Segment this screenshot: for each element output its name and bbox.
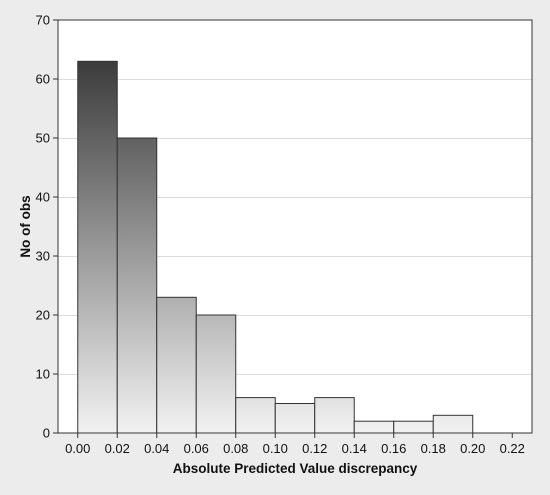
bars (77, 60, 474, 434)
y-tick-label: 60 (36, 72, 50, 87)
x-axis-title: Absolute Predicted Value discrepancy (173, 461, 418, 476)
x-tick-label: 0.04 (144, 441, 169, 456)
histogram-bar (274, 403, 316, 434)
histogram-bar (116, 137, 158, 434)
y-tick-label: 40 (36, 190, 50, 205)
y-tick-label: 20 (36, 308, 50, 323)
y-tick-label: 30 (36, 249, 50, 264)
histogram-bar (156, 296, 197, 434)
y-tick-label: 50 (36, 131, 50, 146)
y-axis-ticks: 0 10 20 30 40 50 60 70 (36, 13, 58, 441)
histogram-bar (353, 420, 395, 434)
histogram-bar (77, 60, 118, 434)
plot-border (57, 19, 533, 434)
x-tick-label: 0.22 (500, 441, 525, 456)
y-tick-label: 0 (43, 426, 50, 441)
x-tick-label: 0.18 (421, 441, 446, 456)
x-tick-label: 0.06 (184, 441, 209, 456)
histogram-bar (314, 397, 355, 434)
x-tick-label: 0.20 (460, 441, 485, 456)
histogram-bar (235, 397, 276, 434)
x-tick-label: 0.14 (342, 441, 367, 456)
y-axis-title: No of obs (18, 195, 33, 257)
y-tick-label: 10 (36, 367, 50, 382)
histogram-bar (432, 414, 474, 434)
x-axis-ticks: 0.00 0.02 0.04 0.06 0.08 0.10 0.12 0.14 0.16 0.18… (65, 433, 525, 456)
x-tick-label: 0.12 (302, 441, 327, 456)
y-tick-label: 70 (36, 13, 50, 28)
x-tick-label: 0.08 (223, 441, 248, 456)
x-tick-label: 0.00 (65, 441, 90, 456)
histogram-bar (393, 420, 434, 434)
x-tick-label: 0.02 (105, 441, 130, 456)
x-tick-label: 0.16 (381, 441, 406, 456)
histogram-bar (195, 314, 237, 434)
x-tick-label: 0.10 (263, 441, 288, 456)
